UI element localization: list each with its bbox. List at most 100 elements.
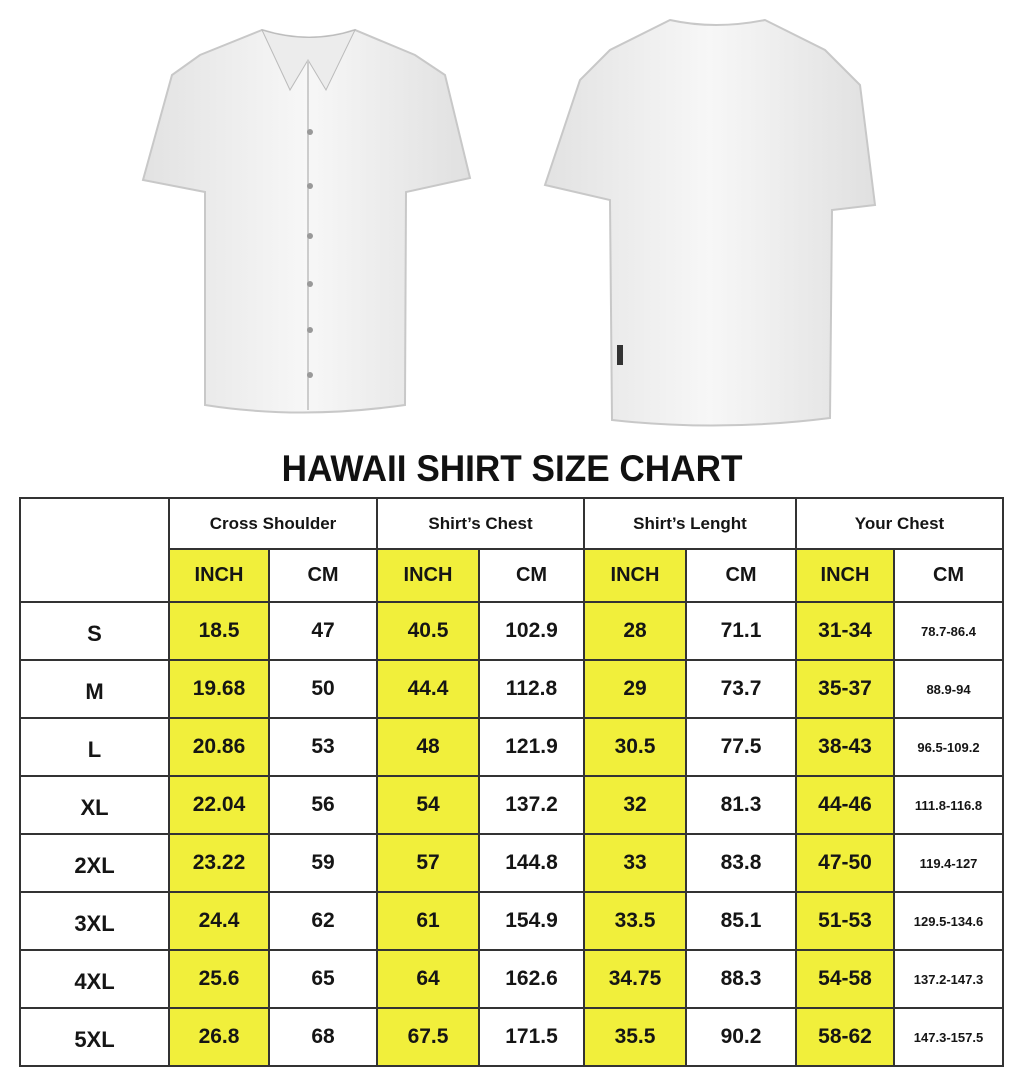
value-cell: 61	[376, 891, 480, 951]
table-row: 3XL 24.4 62 61 154.9 33.5 85.1 51-53 129.5-134.6	[19, 891, 1004, 951]
size-label: XL	[19, 775, 170, 835]
value-cell: 26.8	[168, 1007, 270, 1067]
unit-header-inch: INCH	[168, 548, 270, 603]
value-cell: 137.2-147.3	[893, 949, 1004, 1009]
value-cell: 56	[268, 775, 378, 835]
header-row-groups: Cross Shoulder Shirt’s Chest Shirt’s Lengh…	[19, 497, 1004, 603]
value-cell: 90.2	[685, 1007, 797, 1067]
value-cell: 44.4	[376, 659, 480, 719]
value-cell: 147.3-157.5	[893, 1007, 1004, 1067]
group-header: Your Chest	[795, 497, 1004, 550]
value-cell: 32	[583, 775, 687, 835]
page-title: HAWAII SHIRT SIZE CHART	[281, 448, 743, 489]
shirt-front-image	[141, 28, 472, 414]
value-cell: 47	[268, 601, 378, 661]
value-cell: 40.5	[376, 601, 480, 661]
size-label: L	[19, 717, 170, 777]
size-label: S	[19, 601, 170, 661]
value-cell: 48	[376, 717, 480, 777]
value-cell: 53	[268, 717, 378, 777]
value-cell: 33.5	[583, 891, 687, 951]
size-label: 4XL	[19, 949, 170, 1009]
value-cell: 162.6	[478, 949, 585, 1009]
value-cell: 96.5-109.2	[893, 717, 1004, 777]
value-cell: 47-50	[795, 833, 895, 893]
unit-header-cm: CM	[685, 548, 797, 603]
value-cell: 19.68	[168, 659, 270, 719]
shirt-images	[141, 18, 877, 427]
value-cell: 54-58	[795, 949, 895, 1009]
value-cell: 71.1	[685, 601, 797, 661]
value-cell: 29	[583, 659, 687, 719]
value-cell: 23.22	[168, 833, 270, 893]
value-cell: 102.9	[478, 601, 585, 661]
value-cell: 78.7-86.4	[893, 601, 1004, 661]
unit-header-inch: INCH	[795, 548, 895, 603]
size-label: 2XL	[19, 833, 170, 893]
header-row-units: INCH CM INCH CM INCH CM INCH CM	[20, 548, 1004, 603]
value-cell: 34.75	[583, 949, 687, 1009]
value-cell: 38-43	[795, 717, 895, 777]
value-cell: 65	[268, 949, 378, 1009]
size-label: 5XL	[19, 1007, 170, 1067]
value-cell: 25.6	[168, 949, 270, 1009]
value-cell: 35-37	[795, 659, 895, 719]
shirt-back-image	[543, 18, 877, 427]
unit-header-inch: INCH	[376, 548, 480, 603]
value-cell: 44-46	[795, 775, 895, 835]
value-cell: 137.2	[478, 775, 585, 835]
table-row: XL 22.04 56 54 137.2 32 81.3 44-46 111.8-116.8	[19, 775, 1004, 835]
size-label: M	[19, 659, 170, 719]
value-cell: 68	[268, 1007, 378, 1067]
table-row: M 19.68 50 44.4 112.8 29 73.7 35-37 88.9-94	[19, 659, 1004, 719]
value-cell: 35.5	[583, 1007, 687, 1067]
table-row: L 20.86 53 48 121.9 30.5 77.5 38-43 96.5-109.2	[19, 717, 1004, 777]
value-cell: 62	[268, 891, 378, 951]
value-cell: 171.5	[478, 1007, 585, 1067]
value-cell: 144.8	[478, 833, 585, 893]
group-header: Cross Shoulder	[168, 497, 378, 550]
unit-header-cm: CM	[478, 548, 585, 603]
table-row: 2XL 23.22 59 57 144.8 33 83.8 47-50 119.4-127	[19, 833, 1004, 893]
value-cell: 88.9-94	[893, 659, 1004, 719]
value-cell: 30.5	[583, 717, 687, 777]
value-cell: 59	[268, 833, 378, 893]
value-cell: 67.5	[376, 1007, 480, 1067]
value-cell: 119.4-127	[893, 833, 1004, 893]
unit-header-cm: CM	[268, 548, 378, 603]
table-row: S 18.5 47 40.5 102.9 28 71.1 31-34 78.7-86.4	[19, 601, 1004, 661]
size-label: 3XL	[19, 891, 170, 951]
unit-header-inch: INCH	[583, 548, 687, 603]
value-cell: 129.5-134.6	[893, 891, 1004, 951]
corner-cell	[19, 497, 170, 603]
size-chart-table: Cross Shoulder Shirt’s Chest Shirt’s Lengh…	[19, 497, 1004, 1067]
value-cell: 64	[376, 949, 480, 1009]
value-cell: 154.9	[478, 891, 585, 951]
value-cell: 20.86	[168, 717, 270, 777]
value-cell: 112.8	[478, 659, 585, 719]
table-row: 4XL 25.6 65 64 162.6 34.75 88.3 54-58 137.2-147.…	[19, 949, 1004, 1009]
value-cell: 111.8-116.8	[893, 775, 1004, 835]
value-cell: 77.5	[685, 717, 797, 777]
value-cell: 57	[376, 833, 480, 893]
value-cell: 31-34	[795, 601, 895, 661]
group-header: Shirt’s Chest	[376, 497, 585, 550]
value-cell: 83.8	[685, 833, 797, 893]
value-cell: 88.3	[685, 949, 797, 1009]
unit-header-cm: CM	[893, 548, 1004, 603]
value-cell: 18.5	[168, 601, 270, 661]
value-cell: 58-62	[795, 1007, 895, 1067]
value-cell: 33	[583, 833, 687, 893]
value-cell: 85.1	[685, 891, 797, 951]
value-cell: 51-53	[795, 891, 895, 951]
value-cell: 28	[583, 601, 687, 661]
group-header: Shirt’s Lenght	[583, 497, 797, 550]
value-cell: 50	[268, 659, 378, 719]
value-cell: 81.3	[685, 775, 797, 835]
table-row: 5XL 26.8 68 67.5 171.5 35.5 90.2 58-62 147.3-157…	[19, 1007, 1004, 1067]
value-cell: 73.7	[685, 659, 797, 719]
value-cell: 22.04	[168, 775, 270, 835]
value-cell: 121.9	[478, 717, 585, 777]
value-cell: 54	[376, 775, 480, 835]
value-cell: 24.4	[168, 891, 270, 951]
